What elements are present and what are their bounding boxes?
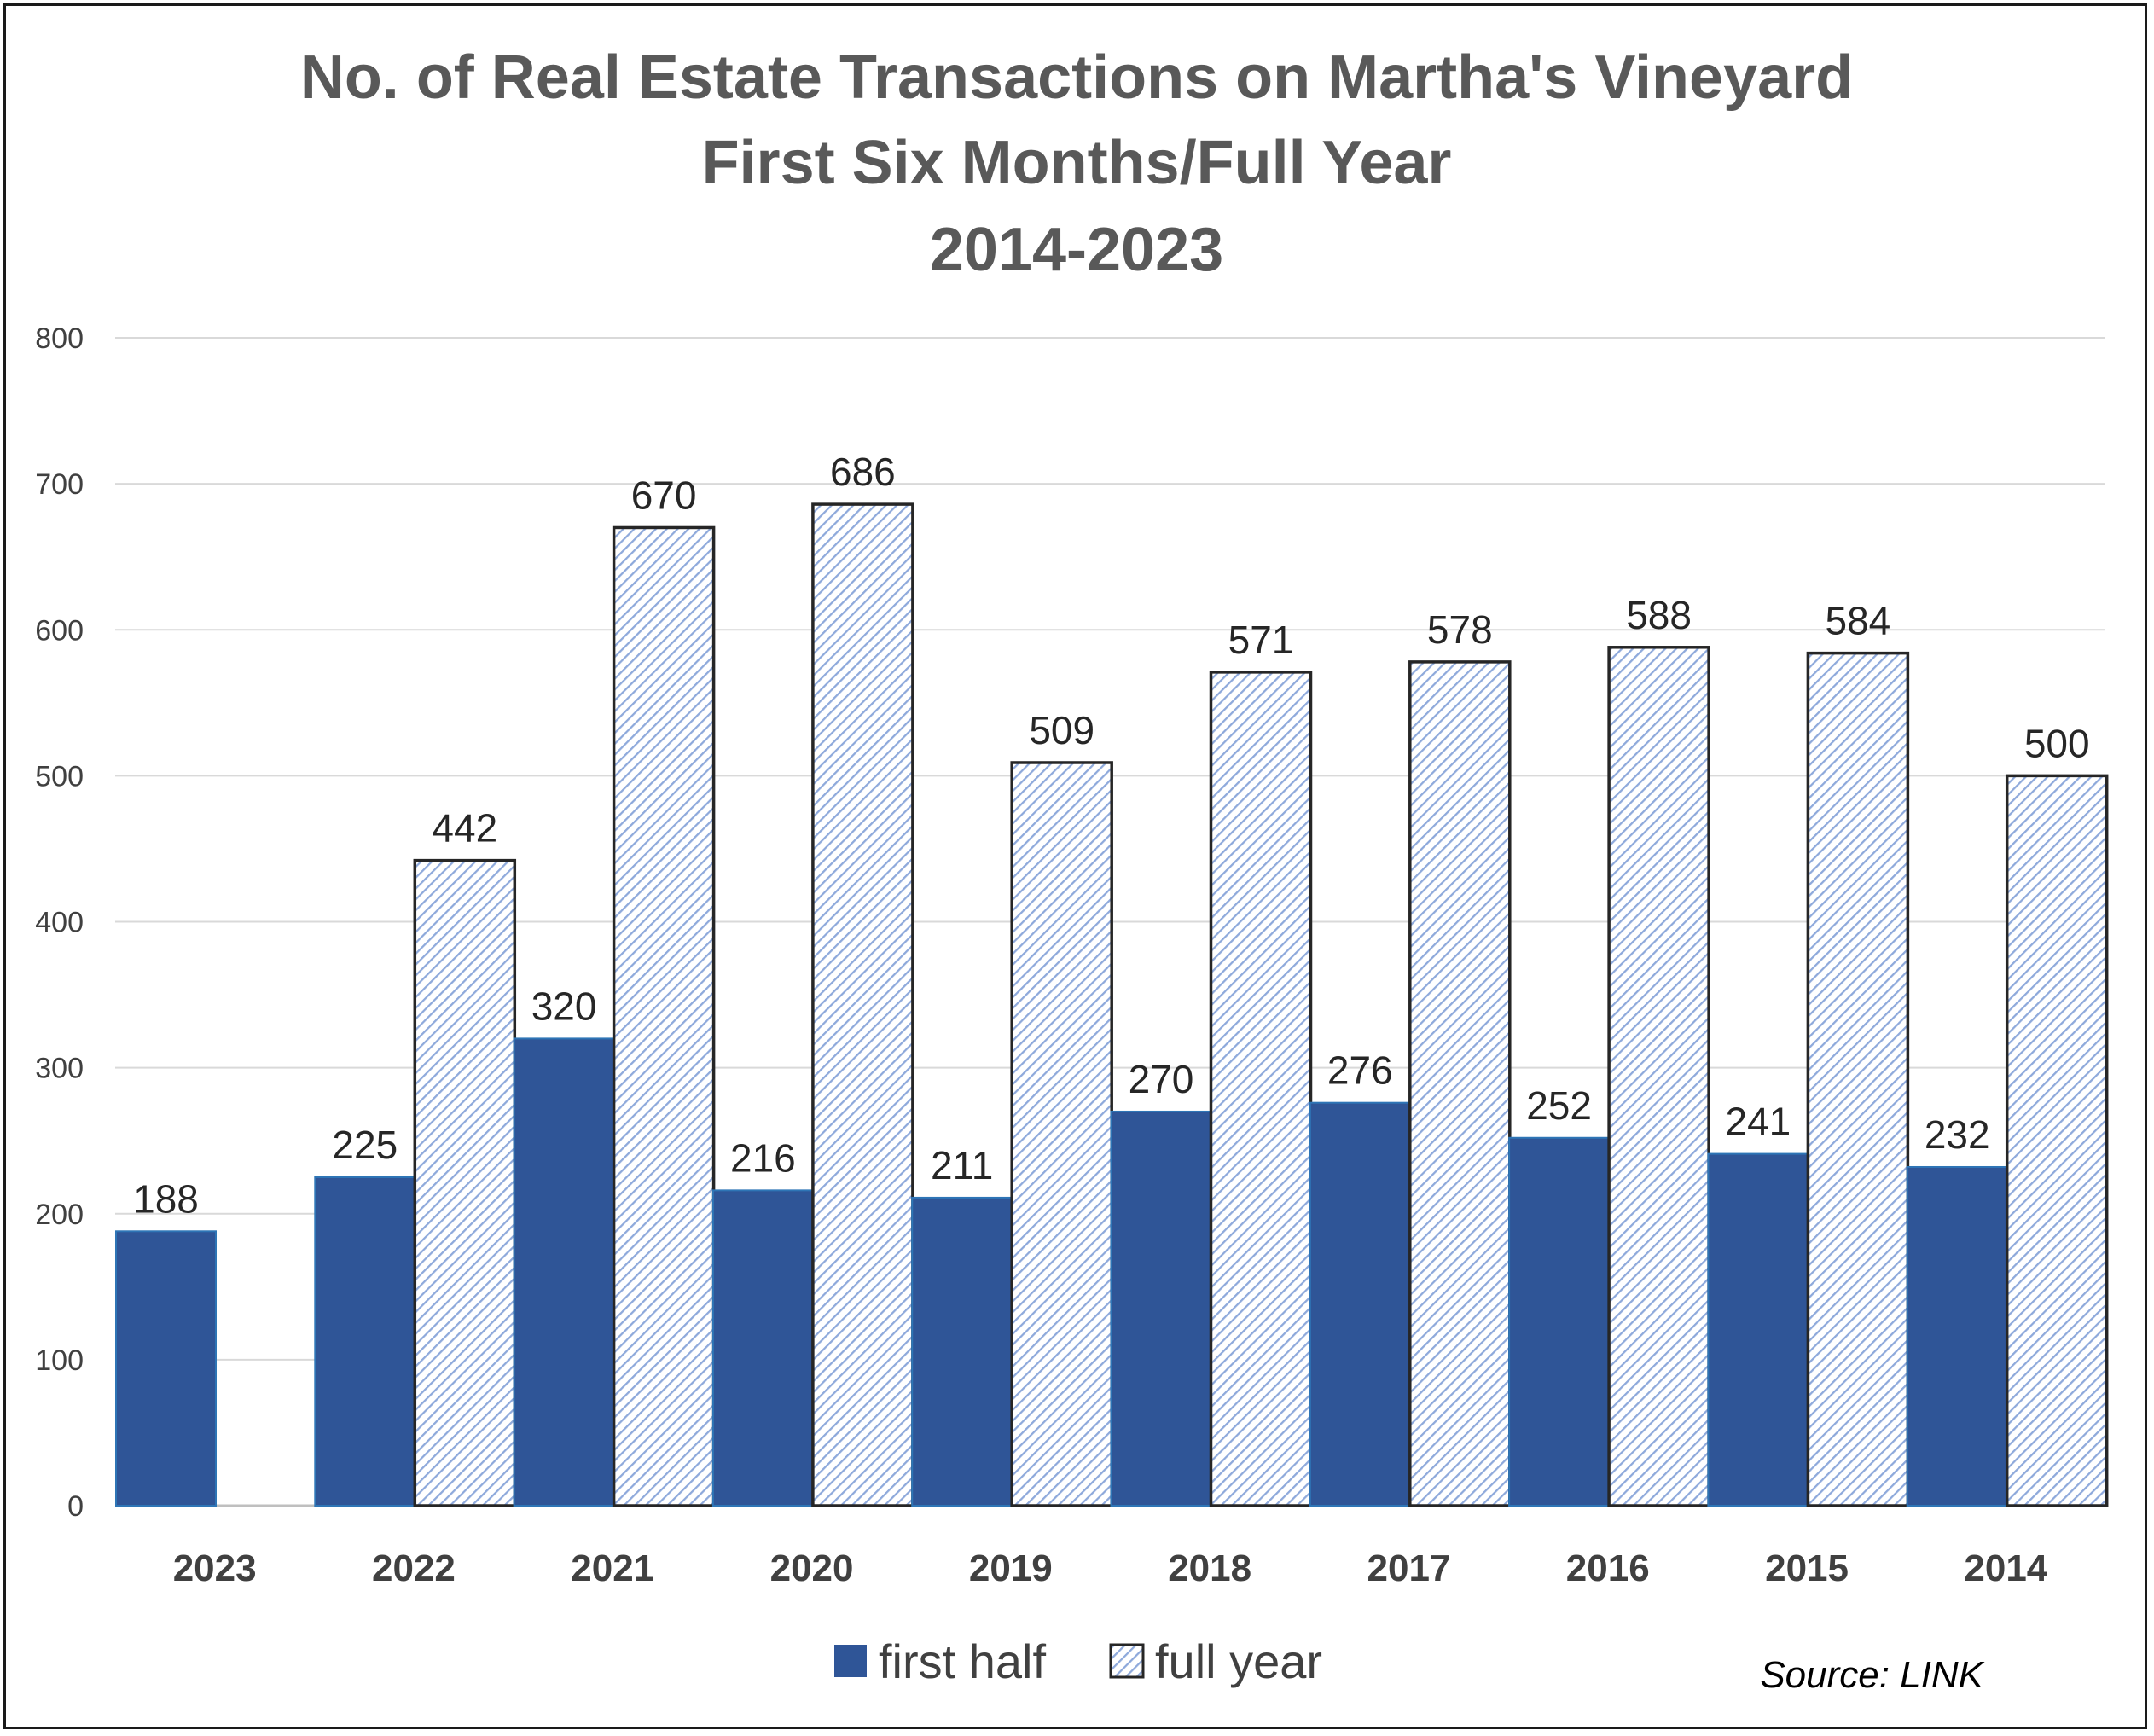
bar-first-half-2021 xyxy=(513,1037,615,1507)
data-label-full-year-2020: 686 xyxy=(830,450,896,494)
y-tick-label: 100 xyxy=(35,1344,84,1377)
data-label-full-year-2018: 571 xyxy=(1228,618,1294,662)
bar-first-half-2022 xyxy=(314,1176,416,1507)
x-tick-label-2023: 2023 xyxy=(173,1547,257,1589)
chart-title: No. of Real Estate Transactions on Marth… xyxy=(300,44,1853,284)
x-tick-label-2016: 2016 xyxy=(1566,1547,1650,1589)
x-tick-label-2014: 2014 xyxy=(1964,1547,2047,1589)
x-tick-label-2015: 2015 xyxy=(1765,1547,1849,1589)
data-label-first-half-2022: 225 xyxy=(332,1123,398,1167)
bar-first-half-2018 xyxy=(1110,1110,1212,1507)
chart-title-line-1: No. of Real Estate Transactions on Marth… xyxy=(300,44,1853,112)
legend: first half full year xyxy=(834,1634,1322,1688)
data-label-first-half-2016: 252 xyxy=(1526,1083,1592,1128)
y-tick-label: 500 xyxy=(35,760,84,793)
data-label-full-year-2021: 670 xyxy=(631,473,697,517)
x-tick-label-2018: 2018 xyxy=(1168,1547,1251,1589)
y-axis-tick-labels: 0 100 200 300 400 500 600 700 800 xyxy=(35,322,84,1523)
data-label-first-half-2019: 211 xyxy=(931,1143,993,1187)
y-tick-label: 700 xyxy=(35,468,84,501)
data-label-first-half-2023: 188 xyxy=(133,1176,199,1221)
bar-first-half-2016 xyxy=(1508,1136,1611,1507)
x-tick-label-2017: 2017 xyxy=(1367,1547,1451,1589)
bar-full-year-2018 xyxy=(1209,671,1313,1507)
data-label-full-year-2014: 500 xyxy=(2024,721,2090,765)
bars xyxy=(115,502,2109,1507)
bar-first-half-2015 xyxy=(1707,1152,1809,1507)
data-label-first-half-2017: 276 xyxy=(1327,1048,1393,1093)
legend-label-full-year: full year xyxy=(1155,1634,1322,1688)
data-label-first-half-2015: 241 xyxy=(1726,1100,1791,1144)
y-tick-label: 800 xyxy=(35,322,84,355)
bar-full-year-2017 xyxy=(1408,660,1512,1507)
data-label-first-half-2014: 232 xyxy=(1925,1112,1990,1157)
y-tick-label: 600 xyxy=(35,614,84,647)
bar-full-year-2020 xyxy=(811,502,914,1507)
data-label-full-year-2019: 509 xyxy=(1029,708,1094,752)
y-tick-label: 300 xyxy=(35,1053,84,1085)
bar-full-year-2014 xyxy=(2005,774,2109,1507)
x-tick-label-2019: 2019 xyxy=(969,1547,1053,1589)
data-label-first-half-2021: 320 xyxy=(531,984,597,1028)
source-note: Source: LINK xyxy=(1760,1654,1984,1696)
x-axis-tick-labels: 2023 2022 2021 2020 2019 2018 2017 2016 2015 2014 xyxy=(173,1547,2048,1589)
bar-full-year-2022 xyxy=(413,858,517,1507)
bar-full-year-2015 xyxy=(1806,651,1910,1507)
data-label-full-year-2022: 442 xyxy=(432,806,497,851)
data-label-full-year-2015: 584 xyxy=(1826,599,1891,643)
data-label-first-half-2018: 270 xyxy=(1129,1057,1194,1101)
y-tick-label: 400 xyxy=(35,907,84,939)
x-tick-label-2022: 2022 xyxy=(372,1547,456,1589)
x-tick-label-2021: 2021 xyxy=(571,1547,654,1589)
bar-first-half-2014 xyxy=(1906,1165,2008,1507)
bar-first-half-2019 xyxy=(911,1196,1013,1507)
bar-full-year-2019 xyxy=(1010,761,1113,1507)
y-tick-label: 200 xyxy=(35,1199,84,1231)
bar-first-half-2023 xyxy=(115,1230,217,1507)
bar-first-half-2017 xyxy=(1309,1101,1411,1507)
data-label-full-year-2017: 578 xyxy=(1427,607,1493,652)
chart-title-line-3: 2014-2023 xyxy=(930,216,1223,284)
legend-swatch-full-year xyxy=(1109,1643,1145,1679)
data-label-full-year-2016: 588 xyxy=(1626,593,1692,637)
data-label-first-half-2020: 216 xyxy=(730,1135,796,1180)
legend-swatch-first-half xyxy=(834,1645,867,1677)
bar-full-year-2016 xyxy=(1607,646,1710,1507)
x-tick-label-2020: 2020 xyxy=(770,1547,854,1589)
bar-first-half-2020 xyxy=(711,1189,814,1507)
chart-title-line-2: First Six Months/Full Year xyxy=(702,129,1452,197)
data-labels: 188 225 442 320 670 216 686 211 509 270 571 276 578 2… xyxy=(133,450,2089,1221)
y-tick-label: 0 xyxy=(67,1490,84,1523)
legend-label-first-half: first half xyxy=(879,1634,1046,1688)
bar-full-year-2021 xyxy=(612,525,716,1507)
